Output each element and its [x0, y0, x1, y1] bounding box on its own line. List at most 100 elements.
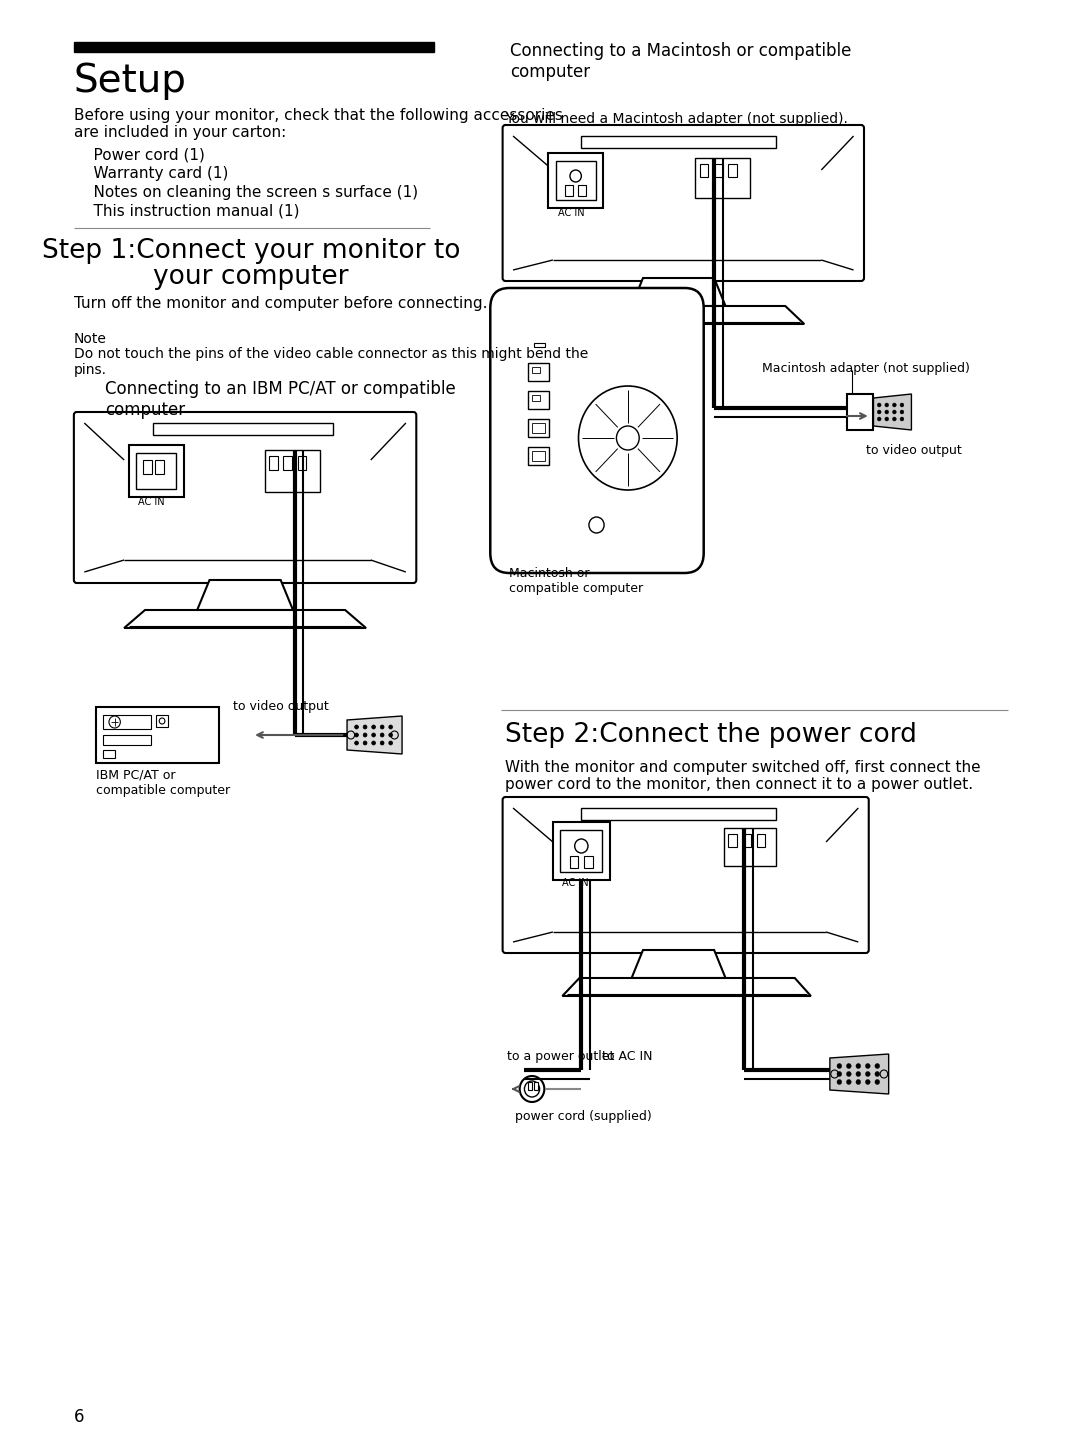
Text: AC IN: AC IN: [557, 208, 584, 218]
Circle shape: [372, 725, 376, 729]
Circle shape: [837, 1072, 841, 1076]
Circle shape: [519, 1076, 544, 1102]
FancyBboxPatch shape: [490, 288, 704, 574]
Circle shape: [885, 403, 889, 406]
Polygon shape: [563, 978, 811, 996]
Bar: [700, 164, 708, 177]
Bar: [549, 153, 603, 208]
Text: to AC IN: to AC IN: [603, 1050, 652, 1063]
Circle shape: [372, 733, 376, 736]
Bar: [696, 159, 751, 197]
Circle shape: [847, 1063, 851, 1068]
Bar: [298, 455, 307, 470]
Circle shape: [363, 725, 367, 729]
Bar: [528, 363, 549, 380]
Bar: [534, 343, 545, 347]
Bar: [757, 834, 766, 847]
Circle shape: [885, 416, 889, 421]
Text: power cord (supplied): power cord (supplied): [515, 1110, 651, 1123]
Text: to a power outlet: to a power outlet: [508, 1050, 615, 1063]
Polygon shape: [563, 305, 805, 324]
Bar: [96, 708, 219, 762]
Text: to video output: to video output: [233, 700, 329, 713]
Bar: [561, 830, 603, 872]
Bar: [532, 367, 540, 373]
Circle shape: [389, 741, 392, 745]
Bar: [532, 451, 545, 461]
Text: Power cord (1): Power cord (1): [73, 147, 205, 161]
Bar: [265, 450, 320, 491]
Bar: [534, 1082, 538, 1089]
Bar: [565, 184, 572, 196]
Bar: [714, 164, 723, 177]
Bar: [728, 164, 737, 177]
Bar: [528, 391, 549, 409]
Circle shape: [892, 416, 896, 421]
Text: Step 1:Connect your monitor to: Step 1:Connect your monitor to: [42, 238, 460, 264]
Text: AC IN: AC IN: [563, 878, 589, 888]
Bar: [579, 184, 586, 196]
Text: You will need a Macintosh adapter (not supplied).: You will need a Macintosh adapter (not s…: [505, 112, 848, 125]
Bar: [136, 452, 176, 488]
Text: Do not touch the pins of the video cable connector as this might bend the
pins.: Do not touch the pins of the video cable…: [73, 347, 589, 378]
Circle shape: [856, 1072, 861, 1076]
Polygon shape: [632, 278, 726, 305]
Circle shape: [354, 741, 359, 745]
Bar: [570, 856, 579, 867]
Polygon shape: [632, 950, 726, 978]
Text: Note: Note: [73, 331, 107, 346]
Bar: [269, 455, 278, 470]
Bar: [528, 1082, 532, 1089]
Circle shape: [109, 716, 120, 728]
Text: your computer: your computer: [153, 264, 349, 290]
Circle shape: [856, 1079, 861, 1085]
Text: Before using your monitor, check that the following accessories
are included in : Before using your monitor, check that th…: [73, 108, 563, 140]
Circle shape: [354, 733, 359, 736]
Circle shape: [389, 725, 392, 729]
Bar: [152, 424, 333, 435]
Bar: [556, 161, 595, 200]
Bar: [129, 445, 184, 497]
Bar: [73, 42, 434, 52]
FancyBboxPatch shape: [502, 125, 864, 281]
Circle shape: [875, 1063, 879, 1068]
Circle shape: [579, 386, 677, 490]
Text: IBM PC/AT or
compatible computer: IBM PC/AT or compatible computer: [96, 769, 230, 797]
Bar: [743, 834, 751, 847]
Text: Notes on cleaning the screen s surface (1): Notes on cleaning the screen s surface (…: [73, 184, 418, 200]
Bar: [156, 460, 164, 474]
Circle shape: [372, 741, 376, 745]
Bar: [724, 829, 775, 866]
Circle shape: [589, 517, 604, 533]
Bar: [532, 395, 540, 401]
Circle shape: [892, 411, 896, 414]
Bar: [847, 393, 874, 429]
Text: With the monitor and computer switched off, first connect the
power cord to the : With the monitor and computer switched o…: [505, 759, 981, 793]
Bar: [581, 808, 775, 820]
Circle shape: [892, 403, 896, 406]
Text: Macintosh or
compatible computer: Macintosh or compatible computer: [510, 566, 644, 595]
Text: Connecting to a Macintosh or compatible
computer: Connecting to a Macintosh or compatible …: [510, 42, 851, 81]
Polygon shape: [347, 716, 402, 754]
Circle shape: [380, 725, 384, 729]
Circle shape: [363, 741, 367, 745]
Bar: [581, 135, 775, 148]
Bar: [553, 821, 610, 880]
Circle shape: [877, 411, 881, 414]
Text: Turn off the monitor and computer before connecting.: Turn off the monitor and computer before…: [73, 295, 487, 311]
Circle shape: [380, 741, 384, 745]
Bar: [528, 447, 549, 465]
Bar: [104, 715, 151, 729]
Text: 6: 6: [73, 1408, 84, 1427]
Circle shape: [837, 1063, 841, 1068]
Circle shape: [856, 1063, 861, 1068]
Circle shape: [865, 1079, 870, 1085]
Circle shape: [354, 725, 359, 729]
Circle shape: [877, 416, 881, 421]
Circle shape: [865, 1072, 870, 1076]
Circle shape: [875, 1072, 879, 1076]
Polygon shape: [198, 579, 293, 610]
Bar: [157, 715, 167, 728]
Bar: [528, 419, 549, 437]
Polygon shape: [874, 393, 912, 429]
